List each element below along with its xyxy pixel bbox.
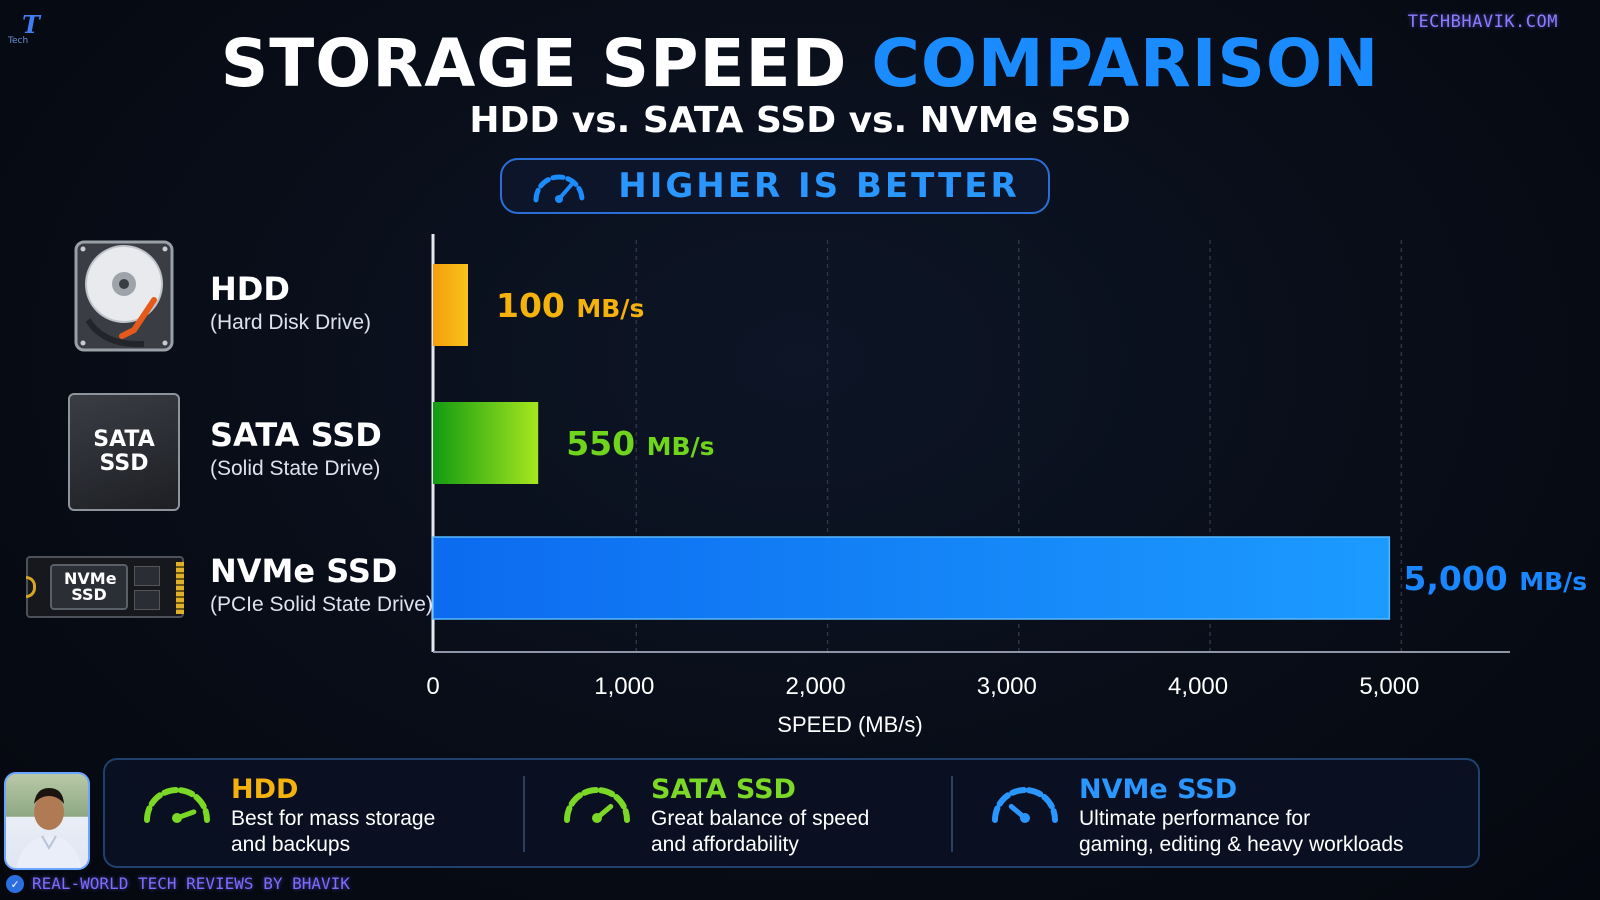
speedometer-icon [533,174,585,203]
separator [523,776,525,852]
summary-line2-sata: and affordability [651,833,799,856]
bar-nvme-ssd [432,536,1391,620]
gauge-mid-icon [564,787,630,823]
drive-name-nvme: NVMe SSD [210,552,398,590]
summary-line2-nvme: gaming, editing & heavy workloads [1079,833,1404,856]
gauge-low-icon [144,787,210,823]
summary-panel: HDD Best for mass storage and backups SA… [103,758,1480,868]
bar-hdd [433,264,468,346]
data-label: 100 MB/s [496,286,644,325]
summary-card-sata: SATA SSD Great balance of speed and affo… [525,760,955,870]
gauge-arc [144,787,210,823]
data-label: 550 MB/s [566,424,714,463]
summary-card-nvme: NVMe SSD Ultimate performance for gaming… [953,760,1473,870]
page-title: STORAGE SPEED COMPARISON [0,26,1600,102]
gauge-arc [564,787,630,823]
summary-line2-hdd: and backups [231,833,351,856]
x-tick-label: 1,000 [594,673,654,700]
summary-desc-sata: Great balance of speed and affordability [651,806,869,858]
sata-ssd-icon: SATA SSD [68,393,180,511]
x-tick-label: 4,000 [1168,673,1228,700]
data-label: 5,000 MB/s [1403,559,1587,598]
summary-title-hdd: HDD [231,774,299,805]
drive-name-hdd: HDD [210,270,290,308]
drive-desc-nvme: (PCIe Solid State Drive) [210,593,433,616]
summary-desc-nvme: Ultimate performance for gaming, editing… [1079,806,1404,858]
x-axis-title: SPEED (MB/s) [777,712,923,737]
speed-bar-chart: 100 MB/s 550 MB/s 5,000 MB/s 0 1,000 2,000 3,… [426,234,1588,700]
drive-name-sata: SATA SSD [210,416,382,454]
avatar [4,772,90,870]
gauge-hub [1020,813,1030,823]
summary-card-hdd: HDD Best for mass storage and backups [105,760,525,870]
gauge-hub [172,813,182,823]
x-tick-label: 0 [426,673,439,700]
summary-line1-hdd: Best for mass storage [231,807,436,830]
drive-desc-sata: (Solid State Drive) [210,457,381,480]
gauge-hub [592,813,602,823]
summary-line1-nvme: Ultimate performance for [1079,807,1311,830]
drive-desc-hdd: (Hard Disk Drive) [210,311,372,334]
verified-check-icon: ✓ [6,874,24,893]
logo-sub: Tech [8,36,29,46]
bar-sata-ssd [433,402,539,484]
footer-text: REAL-WORLD TECH REVIEWS BY BHAVIK [32,874,350,893]
summary-line1-sata: Great balance of speed [651,807,870,830]
title-part1: STORAGE SPEED [220,25,848,102]
hard-disk-icon [74,240,174,352]
sata-ssd-chip-label: SATA SSD [93,427,155,476]
nvme-chip-label: NVMe SSD [64,569,117,604]
logo-letter: T [22,10,40,39]
summary-title-nvme: NVMe SSD [1079,774,1238,805]
x-tick-label: 3,000 [977,673,1037,700]
badge-text: HIGHER IS BETTER [618,166,1020,206]
x-tick-label: 2,000 [786,673,846,700]
brand-logo: T Tech [8,10,48,48]
x-tick-label: 5,000 [1359,673,1419,700]
nvme-ssd-icon: NVMe SSD [26,556,184,618]
site-url: TECHBHAVIK.COM [1407,12,1558,32]
title-part2: COMPARISON [871,25,1380,102]
higher-is-better-badge: HIGHER IS BETTER [500,158,1050,214]
page-subtitle: HDD vs. SATA SSD vs. NVMe SSD [469,100,1131,141]
summary-desc-hdd: Best for mass storage and backups [231,806,435,858]
gauge-arc [992,787,1058,823]
gauge-high-icon [992,787,1058,823]
footer-tagline: ✓ REAL-WORLD TECH REVIEWS BY BHAVIK [6,874,350,893]
separator [951,776,953,852]
summary-title-sata: SATA SSD [651,774,796,805]
